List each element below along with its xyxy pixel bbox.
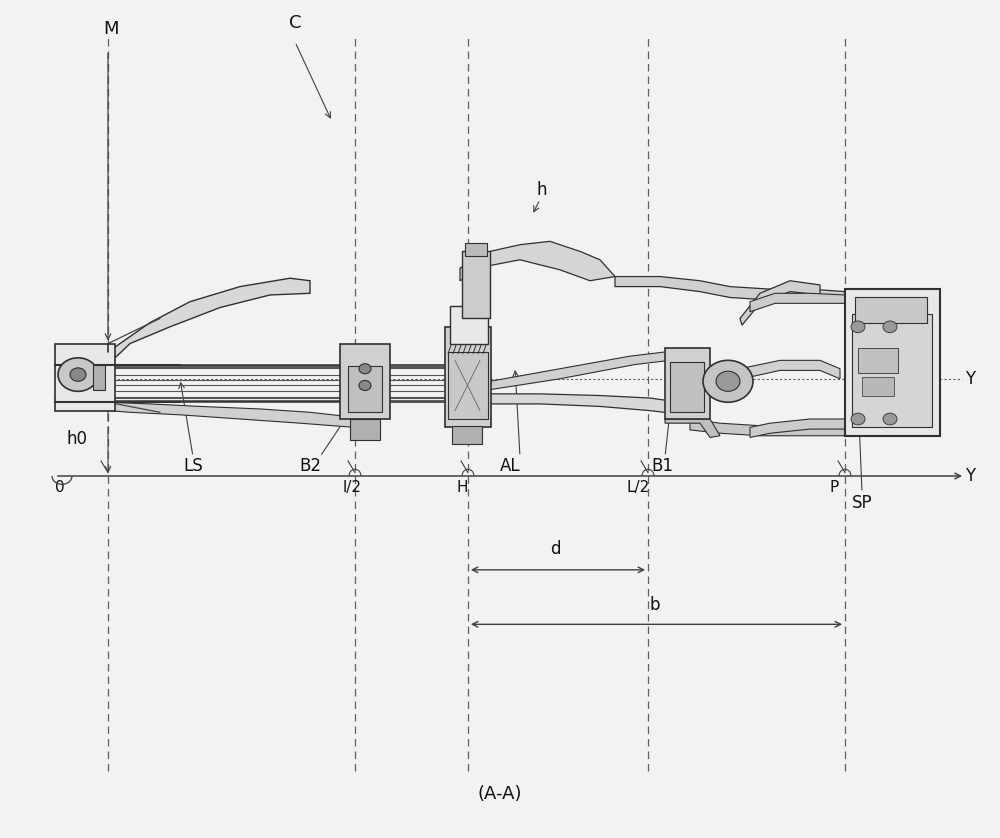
Bar bbox=[350, 419, 380, 440]
Text: l/2: l/2 bbox=[342, 480, 362, 495]
Bar bbox=[670, 362, 704, 412]
Text: LS: LS bbox=[183, 457, 203, 475]
Bar bbox=[465, 243, 487, 256]
Text: h: h bbox=[536, 182, 546, 199]
Text: H: H bbox=[456, 480, 468, 495]
Text: b: b bbox=[650, 596, 660, 614]
Bar bbox=[93, 365, 105, 390]
Bar bbox=[855, 297, 927, 323]
Text: C: C bbox=[289, 14, 301, 32]
Bar bbox=[852, 314, 932, 427]
Polygon shape bbox=[108, 402, 360, 427]
Text: SP: SP bbox=[852, 494, 872, 512]
Text: Y: Y bbox=[965, 467, 975, 485]
Polygon shape bbox=[740, 281, 820, 325]
Bar bbox=[862, 377, 894, 396]
Polygon shape bbox=[690, 419, 845, 436]
Polygon shape bbox=[490, 352, 670, 390]
Polygon shape bbox=[750, 293, 845, 312]
Polygon shape bbox=[665, 419, 720, 437]
Circle shape bbox=[851, 413, 865, 425]
Text: P: P bbox=[829, 480, 839, 495]
Polygon shape bbox=[740, 360, 840, 379]
Circle shape bbox=[851, 321, 865, 333]
Text: Y: Y bbox=[965, 370, 975, 388]
Bar bbox=[448, 352, 488, 419]
Circle shape bbox=[883, 321, 897, 333]
Text: AL: AL bbox=[500, 457, 520, 475]
Circle shape bbox=[359, 364, 371, 374]
Bar bbox=[348, 366, 382, 412]
Circle shape bbox=[58, 358, 98, 391]
Circle shape bbox=[703, 360, 753, 402]
Text: h0: h0 bbox=[66, 430, 88, 448]
Text: B2: B2 bbox=[299, 457, 321, 475]
Text: d: d bbox=[550, 540, 560, 558]
Bar bbox=[452, 426, 482, 444]
Text: B1: B1 bbox=[651, 457, 673, 475]
Bar bbox=[845, 289, 940, 436]
Bar bbox=[450, 306, 488, 344]
Text: L/2: L/2 bbox=[626, 480, 650, 495]
Polygon shape bbox=[460, 241, 615, 281]
Bar bbox=[445, 327, 491, 427]
Text: (A-A): (A-A) bbox=[478, 785, 522, 804]
Polygon shape bbox=[615, 277, 845, 302]
Text: M: M bbox=[103, 20, 119, 38]
Circle shape bbox=[70, 368, 86, 381]
Bar bbox=[55, 344, 115, 411]
Polygon shape bbox=[108, 278, 310, 365]
Bar bbox=[858, 348, 898, 373]
Circle shape bbox=[359, 380, 371, 391]
Text: 0: 0 bbox=[55, 480, 65, 495]
Circle shape bbox=[883, 413, 897, 425]
Polygon shape bbox=[490, 394, 690, 415]
Polygon shape bbox=[750, 419, 845, 437]
Bar bbox=[462, 251, 490, 318]
Circle shape bbox=[716, 371, 740, 391]
Bar bbox=[665, 348, 710, 419]
Bar bbox=[340, 344, 390, 419]
